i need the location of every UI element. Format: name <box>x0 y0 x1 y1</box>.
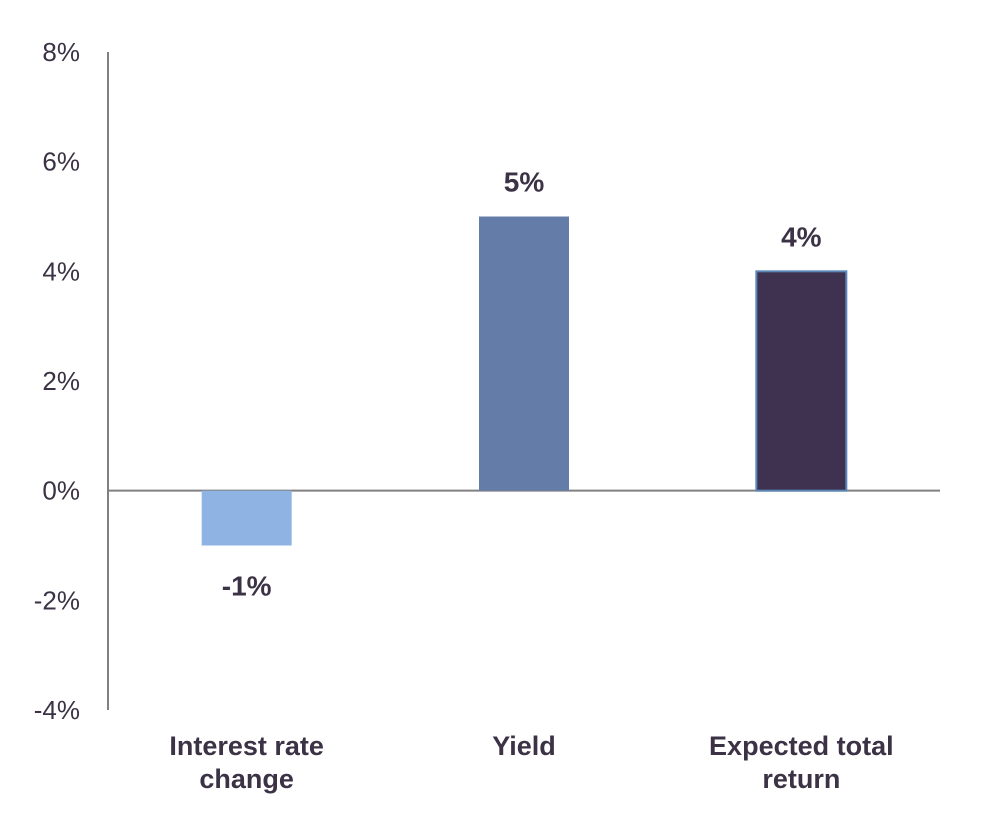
data-labels: -1% 5% 4% <box>222 167 822 602</box>
x-category-label: Expected total <box>709 731 894 761</box>
x-category-label: Interest rate <box>169 731 324 761</box>
x-category-label: change <box>199 764 294 794</box>
y-tick-label: 8% <box>42 37 80 67</box>
bar-expected-total-return <box>755 270 848 492</box>
data-label: 5% <box>504 167 545 198</box>
bars <box>201 216 848 546</box>
y-tick-label: 0% <box>42 476 80 506</box>
y-axis-tick-labels: -4% -2% 0% 2% 4% 6% 8% <box>34 37 80 725</box>
x-category-label: Yield <box>492 731 556 761</box>
y-tick-label: -2% <box>34 585 80 615</box>
y-tick-label: 4% <box>42 256 80 286</box>
bar-yield <box>479 216 569 491</box>
y-tick-label: 6% <box>42 147 80 177</box>
bar-interest-rate-change <box>201 490 292 546</box>
data-label: -1% <box>222 571 272 602</box>
y-tick-label: -4% <box>34 695 80 725</box>
x-category-label: return <box>762 764 840 794</box>
data-label: 4% <box>781 221 822 252</box>
y-tick-label: 2% <box>42 366 80 396</box>
